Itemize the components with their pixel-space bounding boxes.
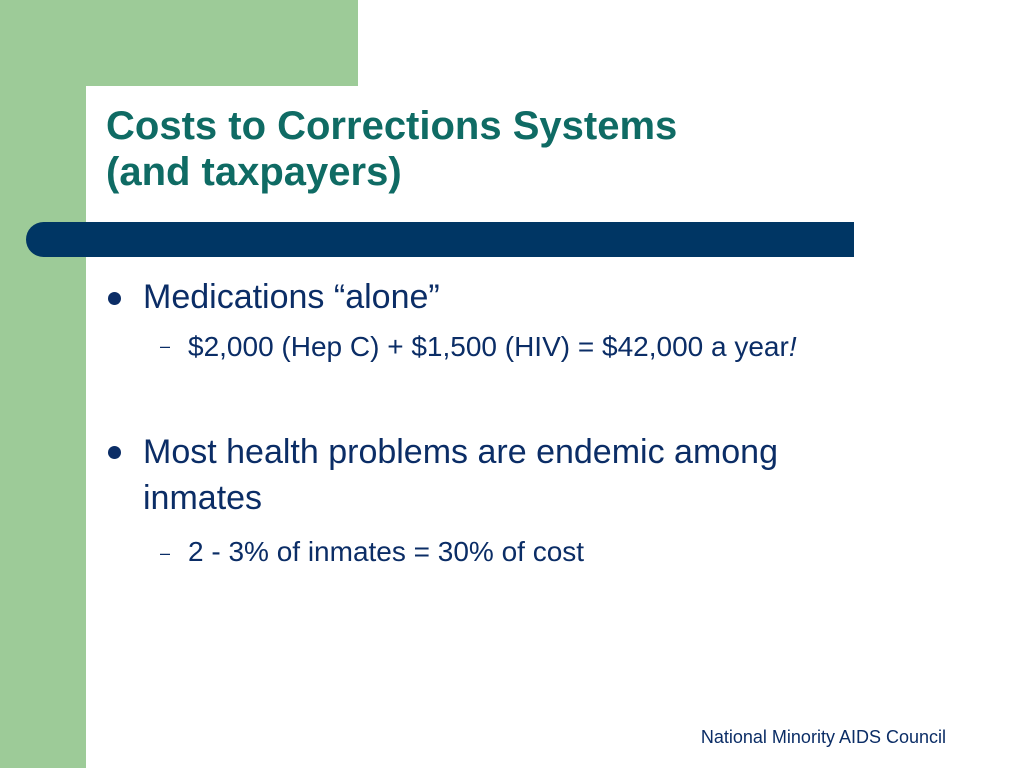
sub-bullet-2-1: 2 - 3% of inmates = 30% of cost bbox=[188, 536, 585, 567]
slide-title: Costs to Corrections Systems (and taxpay… bbox=[106, 103, 986, 195]
title-line-1: Costs to Corrections Systems bbox=[106, 104, 678, 148]
green-top-panel bbox=[86, 0, 358, 86]
sub-bullet-1-1-suffix: ! bbox=[788, 331, 797, 362]
sub-bullet-dash-icon: – bbox=[160, 543, 171, 563]
footer-organization: National Minority AIDS Council bbox=[700, 727, 946, 747]
sub-bullet-1-1-text: $2,000 (Hep C) + $1,500 (HIV) = $42,000 … bbox=[188, 331, 789, 362]
bullet-1-text: Medications “alone” bbox=[143, 278, 440, 316]
sub-bullet-1-1: $2,000 (Hep C) + $1,500 (HIV) = $42,000 … bbox=[188, 330, 797, 364]
bullet-2-text-line-1: Most health problems are endemic among bbox=[143, 433, 778, 471]
title-divider-bar bbox=[26, 222, 854, 257]
bullet-dot-icon bbox=[108, 446, 121, 459]
bullet-2-text-line-2: inmates bbox=[143, 479, 263, 517]
title-line-2: (and taxpayers) bbox=[106, 150, 402, 194]
sub-bullet-dash-icon: – bbox=[160, 336, 171, 356]
bullet-dot-icon bbox=[108, 292, 121, 305]
green-side-panel bbox=[0, 0, 86, 768]
